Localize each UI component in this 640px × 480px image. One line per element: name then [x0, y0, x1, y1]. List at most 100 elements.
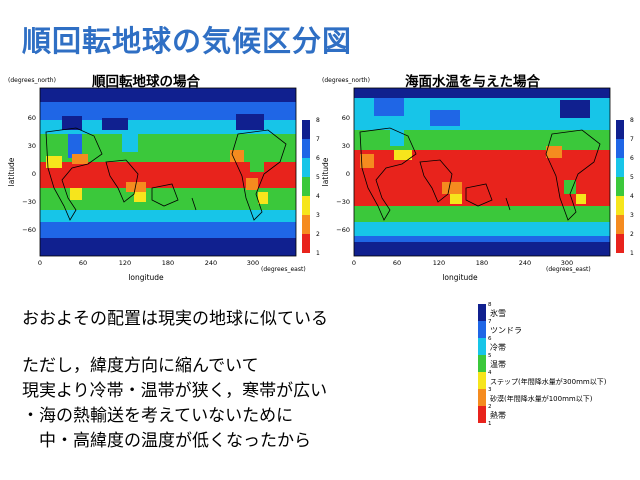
zone-temperate-north — [354, 130, 610, 150]
colorbar-tick: 4 — [630, 193, 634, 200]
legend-swatch-tropical — [478, 406, 486, 423]
colorbar-tick: 3 — [630, 212, 634, 219]
legend-label-subarctic: 冷帯 — [490, 342, 506, 352]
x-tick-label: 300 — [561, 259, 573, 267]
legend-number: 5 — [488, 353, 492, 359]
colorbar-tick: 7 — [316, 136, 320, 143]
colorbar-tick: 1 — [630, 250, 634, 257]
legend-label-temperate: 温帯 — [490, 359, 506, 369]
climate-map-sst: (degrees_north) — [321, 77, 634, 282]
panel-title: 順回転地球の場合 — [92, 74, 200, 90]
coastlines — [359, 127, 601, 221]
legend-swatch-desert — [478, 389, 486, 406]
zone-tundra-patch — [68, 134, 82, 158]
legend-number: 1 — [488, 421, 492, 427]
y-tick-label: −60 — [336, 226, 350, 234]
legend-number: 8 — [488, 302, 492, 308]
colorbar-swatch-6 — [616, 139, 624, 158]
y-axis-label: latitude — [321, 157, 330, 186]
colorbar-swatch-7 — [616, 120, 624, 139]
zone-temperate-south — [354, 206, 610, 222]
y-tick-label: 30 — [28, 142, 36, 150]
y-tick-label: 30 — [342, 142, 350, 150]
zone-tundra-patch — [430, 110, 460, 126]
colorbar-swatch-2 — [302, 215, 310, 234]
legend-swatch-steppe — [478, 372, 486, 389]
colorbar-tick: 5 — [316, 174, 320, 181]
x-tick-label: 120 — [433, 259, 445, 267]
zone-steppe-patch — [134, 192, 146, 202]
zone-ice-patch — [560, 100, 590, 118]
colorbar-tick: 5 — [630, 174, 634, 181]
colorbar-swatch-3 — [616, 196, 624, 215]
text-line-2: ただし，緯度方向に縮んでいて — [22, 356, 259, 376]
x-unit-label: (degrees_east) — [261, 266, 306, 273]
zone-steppe-patch — [46, 156, 62, 168]
coastlines — [45, 127, 287, 221]
y-unit-label: (degrees_north) — [8, 77, 56, 84]
zone-tundra-south — [354, 236, 610, 242]
text-line-3: 現実より冷帯・温帯が狭く，寒帯が広い — [22, 381, 328, 401]
zone-subarctic-patch — [390, 130, 404, 146]
x-tick-label: 60 — [393, 259, 401, 267]
legend-number: 7 — [488, 319, 492, 325]
colorbar-tick: 8 — [630, 117, 634, 124]
legend-swatch-subarctic — [478, 338, 486, 355]
colorbar-swatch-2 — [616, 215, 624, 234]
zone-tundra-north — [40, 102, 296, 120]
y-tick-label: −30 — [22, 198, 36, 206]
zone-temperate-south — [40, 188, 296, 210]
legend-number: 6 — [488, 336, 492, 342]
legend-label-tropical: 熱帯 — [490, 410, 506, 420]
x-axis-label: longitude — [128, 273, 164, 282]
x-tick-label: 180 — [476, 259, 488, 267]
colorbar-swatch-3 — [302, 196, 310, 215]
x-tick-label: 120 — [119, 259, 131, 267]
plot-frame — [39, 87, 297, 257]
x-tick-label: 60 — [79, 259, 87, 267]
colorbar-swatch-4 — [302, 177, 310, 196]
legend-label-ice: 氷雪 — [490, 308, 506, 318]
colorbar-tick: 6 — [316, 155, 320, 162]
legend-label-steppe: ステップ(年間降水量が300mm以下) — [490, 377, 607, 386]
colorbar: 1 2 3 4 5 6 7 8 — [616, 117, 634, 257]
zone-desert-patch — [126, 182, 146, 192]
colorbar-tick: 6 — [630, 155, 634, 162]
zone-subarctic-south — [354, 222, 610, 236]
zone-desert-patch — [360, 154, 374, 168]
legend-number: 4 — [488, 370, 492, 376]
x-tick-label: 0 — [352, 259, 356, 267]
map-field — [354, 88, 610, 256]
zone-steppe-patch — [258, 192, 268, 204]
zone-steppe-patch — [70, 188, 82, 200]
text-line-5: 中・高緯度の温度が低くなったから — [22, 431, 311, 451]
slide-title: 順回転地球の気候区分図 — [22, 24, 353, 58]
zone-temperate-patch — [564, 180, 576, 194]
colorbar-tick: 1 — [316, 250, 320, 257]
x-tick-label: 300 — [247, 259, 259, 267]
x-axis-label: longitude — [442, 273, 478, 282]
zone-ice-patch — [102, 118, 128, 130]
y-tick-label: 0 — [346, 170, 350, 178]
zone-desert-patch — [246, 178, 258, 190]
legend-swatch-ice — [478, 304, 486, 321]
zone-tundra-patch — [374, 98, 404, 116]
map-field — [40, 88, 296, 256]
zone-tundra-south — [40, 222, 296, 238]
zone-steppe-patch — [576, 194, 586, 204]
text-line-4: ・海の熱輸送を考えていないために — [22, 406, 294, 426]
climate-legend: 8 7 6 5 4 3 2 1 氷雪 ツンドラ 冷帯 温帯 ステップ(年間降水量… — [470, 300, 630, 430]
zone-desert-patch — [72, 154, 88, 164]
colorbar-tick: 7 — [630, 136, 634, 143]
colorbar: 1 2 3 4 5 6 7 8 — [302, 117, 320, 257]
legend-swatch-tundra — [478, 321, 486, 338]
zone-ice-patch — [62, 116, 82, 130]
x-tick-label: 240 — [205, 259, 217, 267]
map-panel-sst: 海面水温を与えた場合 (degrees_north) — [320, 70, 634, 285]
y-tick-label: −30 — [336, 198, 350, 206]
x-tick-label: 240 — [519, 259, 531, 267]
legend-number: 3 — [488, 387, 492, 393]
colorbar-swatch-7 — [302, 120, 310, 139]
y-tick-label: 60 — [342, 114, 350, 122]
climate-map-prograde: (degrees_north) — [7, 77, 320, 282]
